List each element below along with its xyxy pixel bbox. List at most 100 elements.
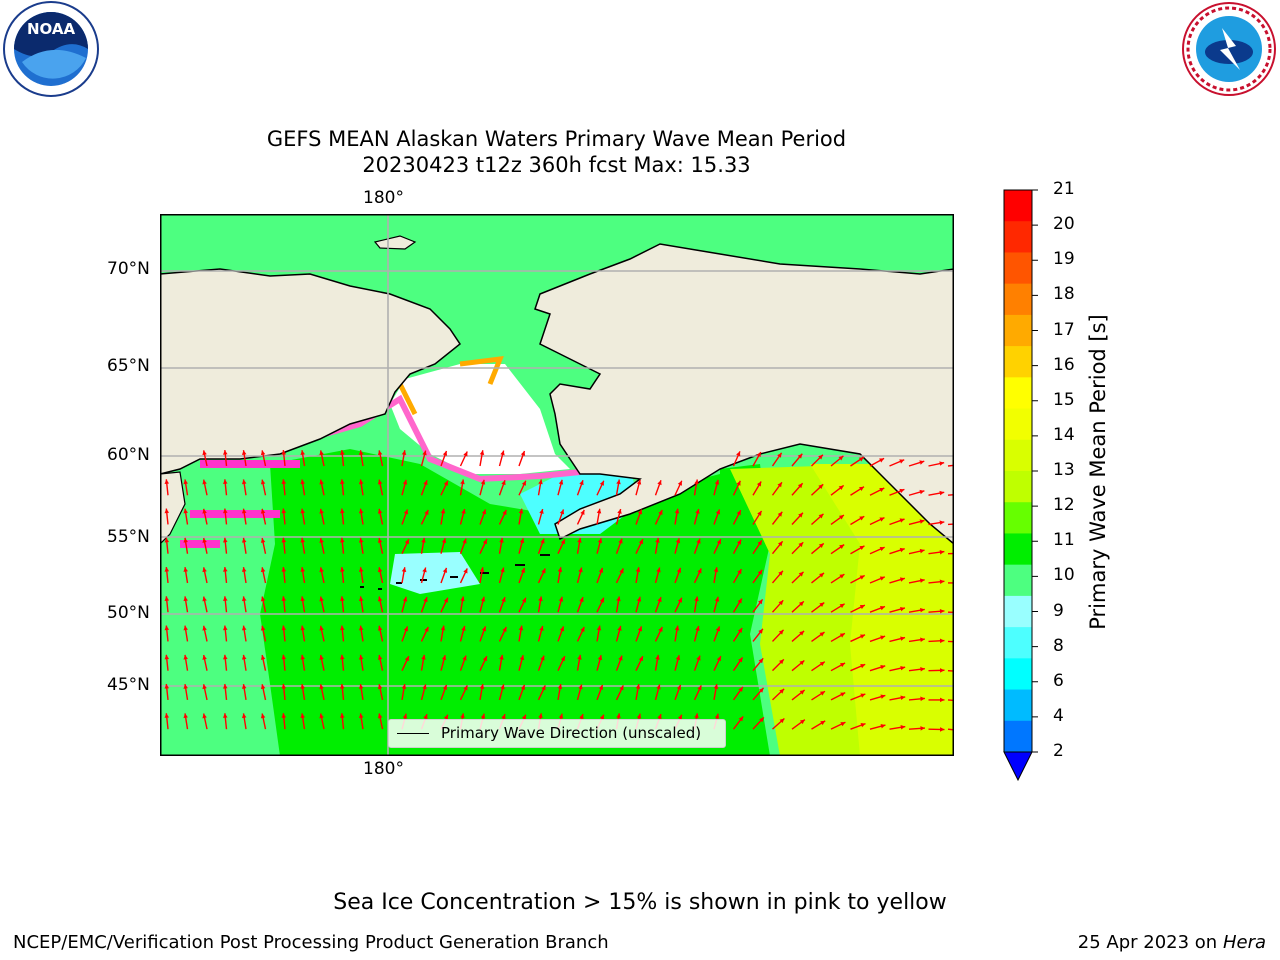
wave-direction-arrowhead bbox=[658, 509, 663, 515]
wave-direction-arrowhead bbox=[778, 629, 784, 635]
wave-direction-arrowhead bbox=[340, 450, 345, 455]
lat-label-45: 45°N bbox=[107, 675, 150, 695]
wave-direction-arrow bbox=[947, 464, 954, 467]
wave-direction-arrowhead bbox=[300, 684, 305, 689]
wave-direction-arrowhead bbox=[401, 450, 407, 456]
wave-direction-arrowhead bbox=[759, 717, 764, 723]
wave-direction-arrowhead bbox=[443, 714, 448, 720]
lon-label-top: 180° bbox=[363, 188, 404, 208]
wave-direction-arrowhead bbox=[656, 684, 661, 690]
wave-direction-arrowhead bbox=[300, 479, 305, 485]
colorbar-block bbox=[1004, 439, 1032, 472]
wave-direction-arrowhead bbox=[223, 567, 228, 572]
wave-direction-arrowhead bbox=[779, 718, 785, 724]
wave-direction-arrowhead bbox=[442, 450, 448, 456]
wave-direction-arrowhead bbox=[241, 684, 247, 689]
wave-direction-arrowhead bbox=[716, 656, 721, 662]
wave-direction-arrowhead bbox=[658, 626, 663, 632]
lon-label-bottom: 180° bbox=[363, 759, 404, 779]
wave-direction-arrowhead bbox=[300, 713, 305, 719]
wave-direction-arrowhead bbox=[164, 596, 170, 601]
wave-direction-arrow bbox=[947, 493, 954, 496]
wave-direction-arrowhead bbox=[519, 655, 525, 661]
colorbar-tick-label: 16 bbox=[1053, 354, 1075, 375]
colorbar-tick-label: 8 bbox=[1053, 635, 1064, 656]
wave-direction-arrowhead bbox=[223, 713, 228, 718]
wave-direction-arrowhead bbox=[377, 450, 383, 456]
wave-direction-arrowhead bbox=[899, 577, 905, 582]
wave-direction-arrowhead bbox=[300, 567, 305, 572]
wave-direction-arrowhead bbox=[636, 713, 642, 719]
wave-direction-arrowhead bbox=[441, 655, 447, 661]
wave-direction-arrowhead bbox=[675, 538, 681, 544]
wave-direction-arrowhead bbox=[260, 538, 266, 543]
wave-direction-arrowhead bbox=[538, 479, 543, 485]
wave-direction-arrowhead bbox=[358, 479, 364, 485]
wave-direction-arrowhead bbox=[799, 719, 805, 725]
wave-direction-arrowhead bbox=[799, 630, 805, 636]
wave-direction-arrowhead bbox=[460, 596, 465, 602]
wave-direction-arrowhead bbox=[281, 596, 287, 601]
wave-direction-arrows bbox=[164, 450, 954, 732]
wave-direction-arrowhead bbox=[499, 537, 504, 543]
wave-direction-arrowhead bbox=[714, 596, 720, 602]
wave-direction-arrowhead bbox=[920, 696, 925, 702]
wave-direction-arrowhead bbox=[300, 625, 305, 631]
land-alaska bbox=[534, 243, 954, 545]
wave-direction-arrowhead bbox=[939, 461, 945, 466]
colorbar-tick-label: 18 bbox=[1053, 284, 1075, 305]
colorbar-block bbox=[1004, 627, 1032, 659]
wave-direction-arrowhead bbox=[756, 452, 761, 458]
land-siberia bbox=[160, 268, 462, 475]
wave-direction-arrowhead bbox=[598, 684, 604, 690]
wave-direction-arrowhead bbox=[223, 450, 228, 455]
wave-direction-arrowhead bbox=[636, 596, 642, 602]
colorbar-tick-label: 2 bbox=[1053, 741, 1064, 761]
wave-direction-arrowhead bbox=[777, 511, 783, 517]
wave-direction-arrowhead bbox=[260, 625, 266, 631]
wave-direction-arrowhead bbox=[377, 713, 383, 719]
wave-direction-arrowhead bbox=[838, 455, 844, 461]
wave-direction-arrowhead bbox=[480, 713, 486, 719]
wave-direction-arrowhead bbox=[404, 539, 409, 545]
wave-direction-arrowhead bbox=[618, 538, 623, 544]
lat-label-55: 55°N bbox=[107, 527, 150, 547]
wave-direction-arrowhead bbox=[540, 538, 545, 544]
wave-direction-arrowhead bbox=[340, 684, 345, 689]
wave-direction-arrowhead bbox=[401, 567, 407, 572]
footer-right: 25 Apr 2023 on Hera bbox=[1078, 932, 1266, 953]
colorbar-tick-label: 20 bbox=[1053, 214, 1075, 235]
wave-direction-arrowhead bbox=[340, 654, 345, 660]
wave-direction-arrow bbox=[947, 728, 954, 731]
wave-direction-arrowhead bbox=[519, 538, 525, 544]
wave-direction-arrowhead bbox=[559, 626, 565, 632]
wave-direction-arrowhead bbox=[183, 508, 188, 514]
wave-direction-arrowhead bbox=[597, 538, 603, 544]
wave-direction-arrowhead bbox=[798, 542, 804, 548]
wave-direction-arrowhead bbox=[714, 713, 720, 719]
wave-direction-arrow bbox=[947, 523, 954, 526]
wave-direction-arrowhead bbox=[442, 684, 448, 690]
wave-direction-arrowhead bbox=[655, 537, 660, 543]
wave-direction-arrowhead bbox=[340, 479, 345, 484]
wave-direction-arrowhead bbox=[738, 716, 744, 722]
wave-direction-arrowhead bbox=[460, 713, 465, 719]
wave-direction-arrowhead bbox=[223, 654, 228, 660]
wave-direction-arrowhead bbox=[260, 479, 266, 485]
wave-direction-arrowhead bbox=[797, 483, 803, 489]
wave-direction-arrowhead bbox=[859, 605, 865, 610]
wave-direction-arrowhead bbox=[818, 543, 824, 549]
colorbar-block bbox=[1004, 346, 1032, 378]
wave-direction-arrowhead bbox=[818, 454, 823, 460]
wave-direction-arrowhead bbox=[578, 684, 583, 690]
wave-direction-arrowhead bbox=[675, 655, 681, 661]
wave-direction-arrowhead bbox=[799, 660, 805, 666]
wave-direction-arrowhead bbox=[696, 538, 701, 544]
wave-direction-arrowhead bbox=[442, 567, 448, 573]
lat-label-50: 50°N bbox=[107, 603, 150, 623]
colorbar-tick-label: 17 bbox=[1053, 319, 1075, 340]
wave-direction-arrowhead bbox=[860, 723, 866, 728]
wave-direction-arrowhead bbox=[940, 697, 945, 703]
wave-direction-arrowhead bbox=[358, 567, 364, 572]
wave-direction-arrowhead bbox=[501, 480, 506, 486]
